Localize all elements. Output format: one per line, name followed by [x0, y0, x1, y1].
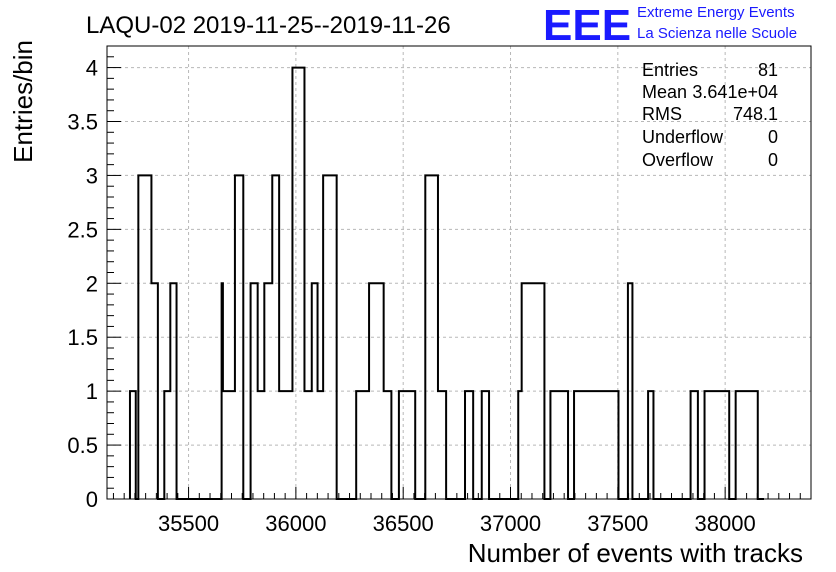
y-tick-label: 2 [86, 271, 98, 296]
stats-entries-value: 81 [758, 60, 778, 80]
y-tick-label: 0 [86, 487, 98, 512]
y-tick-label: 1 [86, 379, 98, 404]
stats-mean-label: Mean [642, 82, 687, 102]
x-tick-label: 37500 [587, 511, 648, 536]
x-tick-label: 36000 [265, 511, 326, 536]
y-axis-label: Entries/bin [8, 40, 38, 163]
stats-box: Entries 81 Mean 3.641e+04 RMS 748.1 Unde… [642, 60, 778, 170]
y-tick-label: 3.5 [67, 110, 98, 135]
stats-overflow-value: 0 [768, 150, 778, 170]
y-tick-label: 2.5 [67, 217, 98, 242]
x-tick-label: 35500 [158, 511, 219, 536]
chart-title: LAQU-02 2019-11-25--2019-11-26 [86, 12, 451, 39]
y-axis: 0 0.5 1 1.5 2 2.5 3 3.5 4 [67, 45, 121, 512]
stats-entries-label: Entries [642, 60, 698, 80]
eee-logo-mark: EEE [543, 1, 631, 50]
eee-logo: EEE Extreme Energy Events La Scienza nel… [543, 1, 797, 50]
eee-logo-line2: La Scienza nelle Scuole [637, 25, 797, 42]
stats-underflow-value: 0 [768, 127, 778, 147]
y-tick-label: 0.5 [67, 433, 98, 458]
y-tick-label: 1.5 [67, 325, 98, 350]
y-tick-label: 4 [86, 56, 98, 81]
x-tick-label: 37000 [480, 511, 541, 536]
y-tick-label: 3 [86, 163, 98, 188]
histogram-outline [128, 66, 764, 500]
x-tick-label: 38000 [695, 511, 756, 536]
eee-logo-line1: Extreme Energy Events [637, 4, 795, 21]
x-tick-label: 36500 [373, 511, 434, 536]
stats-mean-value: 3.641e+04 [692, 82, 778, 102]
x-axis: 35500 36000 36500 37000 37500 38000 [112, 487, 812, 536]
stats-underflow-label: Underflow [642, 127, 724, 147]
stats-rms-value: 748.1 [733, 104, 778, 124]
stats-overflow-label: Overflow [642, 150, 714, 170]
stats-rms-label: RMS [642, 104, 682, 124]
x-axis-label: Number of events with tracks [468, 538, 803, 568]
